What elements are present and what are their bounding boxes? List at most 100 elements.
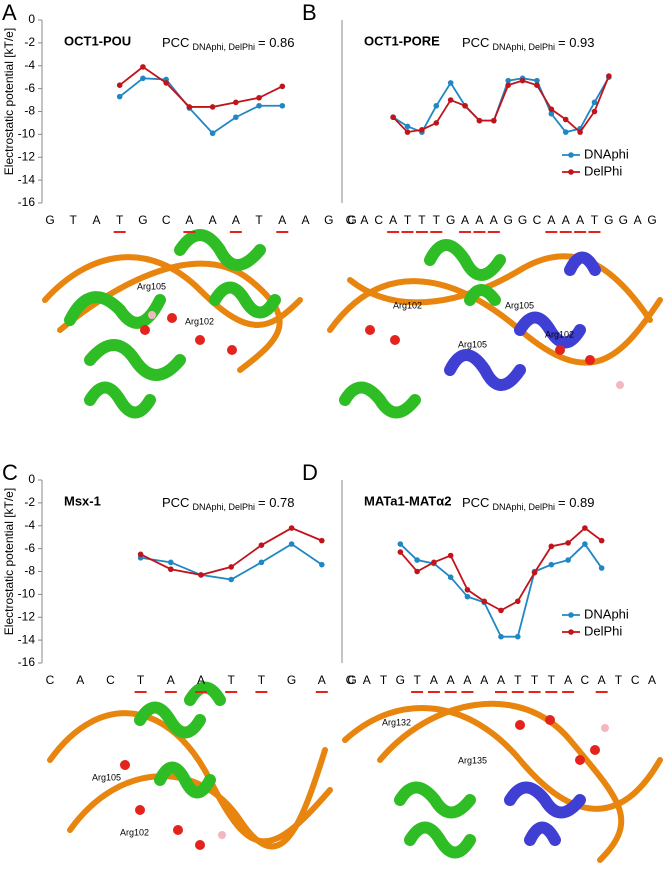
legend-label: DelPhi — [584, 623, 622, 638]
y-tick-label: 0 — [28, 472, 35, 486]
x-tick-label: A — [547, 213, 555, 227]
x-tick-label: A — [490, 213, 498, 227]
x-tick-label: A — [480, 673, 488, 687]
data-point — [404, 123, 411, 130]
x-tick-label: G — [504, 213, 513, 227]
data-point — [116, 82, 123, 88]
x-tick-label: A — [167, 673, 175, 687]
y-tick-label: -14 — [18, 632, 36, 646]
data-point — [258, 559, 265, 566]
x-tick-label: A — [185, 213, 193, 227]
data-point — [498, 607, 504, 614]
data-point — [116, 93, 123, 100]
y-axis-label: Electrostatic potential [kT/e] — [2, 28, 16, 175]
data-point — [534, 82, 540, 88]
data-point — [258, 542, 265, 548]
data-point — [279, 83, 286, 90]
data-point — [548, 561, 555, 568]
annotation: PCC DNAphi, DelPhi = 0.89 — [462, 495, 595, 512]
x-tick-label: T — [514, 673, 522, 687]
data-point — [464, 587, 471, 593]
x-tick-label: G — [324, 213, 333, 227]
y-tick-label: -6 — [24, 81, 35, 95]
x-tick-label: C — [106, 673, 115, 687]
data-point — [498, 633, 504, 640]
y-tick-label: -16 — [18, 655, 36, 669]
data-point — [319, 537, 325, 544]
y-tick-label: -8 — [24, 564, 35, 578]
x-tick-label: A — [232, 213, 240, 227]
y-tick-label: -2 — [24, 35, 35, 49]
pcc-subscript: DNAphi, DelPhi — [192, 42, 255, 52]
x-tick-label: T — [413, 673, 421, 687]
data-point — [481, 598, 488, 605]
chart-title: MATa1-MATα2 — [364, 493, 451, 508]
x-tick-label: C — [631, 673, 640, 687]
data-point — [209, 130, 216, 137]
panel-letter: A — [2, 0, 17, 25]
x-tick-label: A — [430, 673, 438, 687]
data-point — [565, 557, 571, 563]
data-point — [198, 572, 204, 578]
data-point — [562, 129, 569, 135]
x-tick-label: T — [116, 213, 124, 227]
x-tick-label: T — [70, 213, 78, 227]
data-point — [319, 561, 325, 568]
data-point — [531, 569, 538, 576]
data-point — [519, 77, 526, 84]
x-tick-label: G — [446, 213, 455, 227]
y-tick-label: -8 — [24, 104, 35, 118]
data-point — [582, 541, 588, 547]
pcc-subscript: DNAphi, DelPhi — [192, 502, 255, 512]
x-tick-label: A — [209, 213, 217, 227]
pcc-value: = 0.78 — [258, 495, 295, 510]
x-tick-label: C — [162, 213, 171, 227]
x-tick-label: T — [531, 673, 539, 687]
data-point — [514, 598, 521, 605]
annotation: PCC DNAphi, DelPhi = 0.93 — [462, 35, 595, 52]
data-point — [414, 568, 420, 575]
pcc-value: = 0.86 — [258, 35, 295, 50]
legend-marker — [568, 169, 574, 175]
data-point — [464, 593, 471, 600]
structure-a — [42, 229, 303, 419]
chart-title: Msx-1 — [64, 493, 101, 508]
x-tick-label: G — [287, 673, 296, 687]
y-tick-label: -14 — [18, 172, 36, 186]
y-tick-label: -10 — [18, 127, 36, 141]
x-tick-label: C — [374, 213, 383, 227]
x-tick-label: A — [463, 673, 471, 687]
x-tick-label: A — [197, 673, 205, 687]
panel-letter: D — [302, 460, 318, 485]
x-tick-label: A — [576, 213, 584, 227]
x-tick-label: A — [562, 213, 570, 227]
data-point — [397, 549, 404, 555]
x-tick-label: C — [533, 213, 542, 227]
x-tick-label: T — [591, 213, 599, 227]
data-point — [514, 633, 521, 640]
data-point — [447, 97, 454, 103]
data-point — [431, 559, 437, 566]
x-tick-label: A — [360, 213, 368, 227]
x-tick-label: A — [564, 673, 572, 687]
data-point — [548, 543, 555, 550]
data-point — [233, 114, 239, 121]
x-tick-label: T — [137, 673, 145, 687]
data-point — [505, 77, 511, 84]
y-tick-label: -2 — [24, 495, 35, 509]
data-point — [419, 127, 425, 133]
x-tick-label: G — [647, 213, 656, 227]
annotation: PCC DNAphi, DelPhi = 0.78 — [162, 495, 295, 512]
data-point — [462, 102, 468, 109]
x-tick-label: C — [346, 673, 355, 687]
x-tick-label: C — [581, 673, 590, 687]
panel-letter: B — [302, 0, 317, 25]
structure-d — [342, 700, 663, 863]
data-point — [476, 117, 483, 124]
y-axis-label: Electrostatic potential [kT/e] — [2, 488, 16, 635]
x-tick-label: T — [380, 673, 388, 687]
x-tick-label: G — [619, 213, 628, 227]
structure-b — [327, 239, 663, 419]
pcc-label: PCC — [162, 35, 189, 50]
